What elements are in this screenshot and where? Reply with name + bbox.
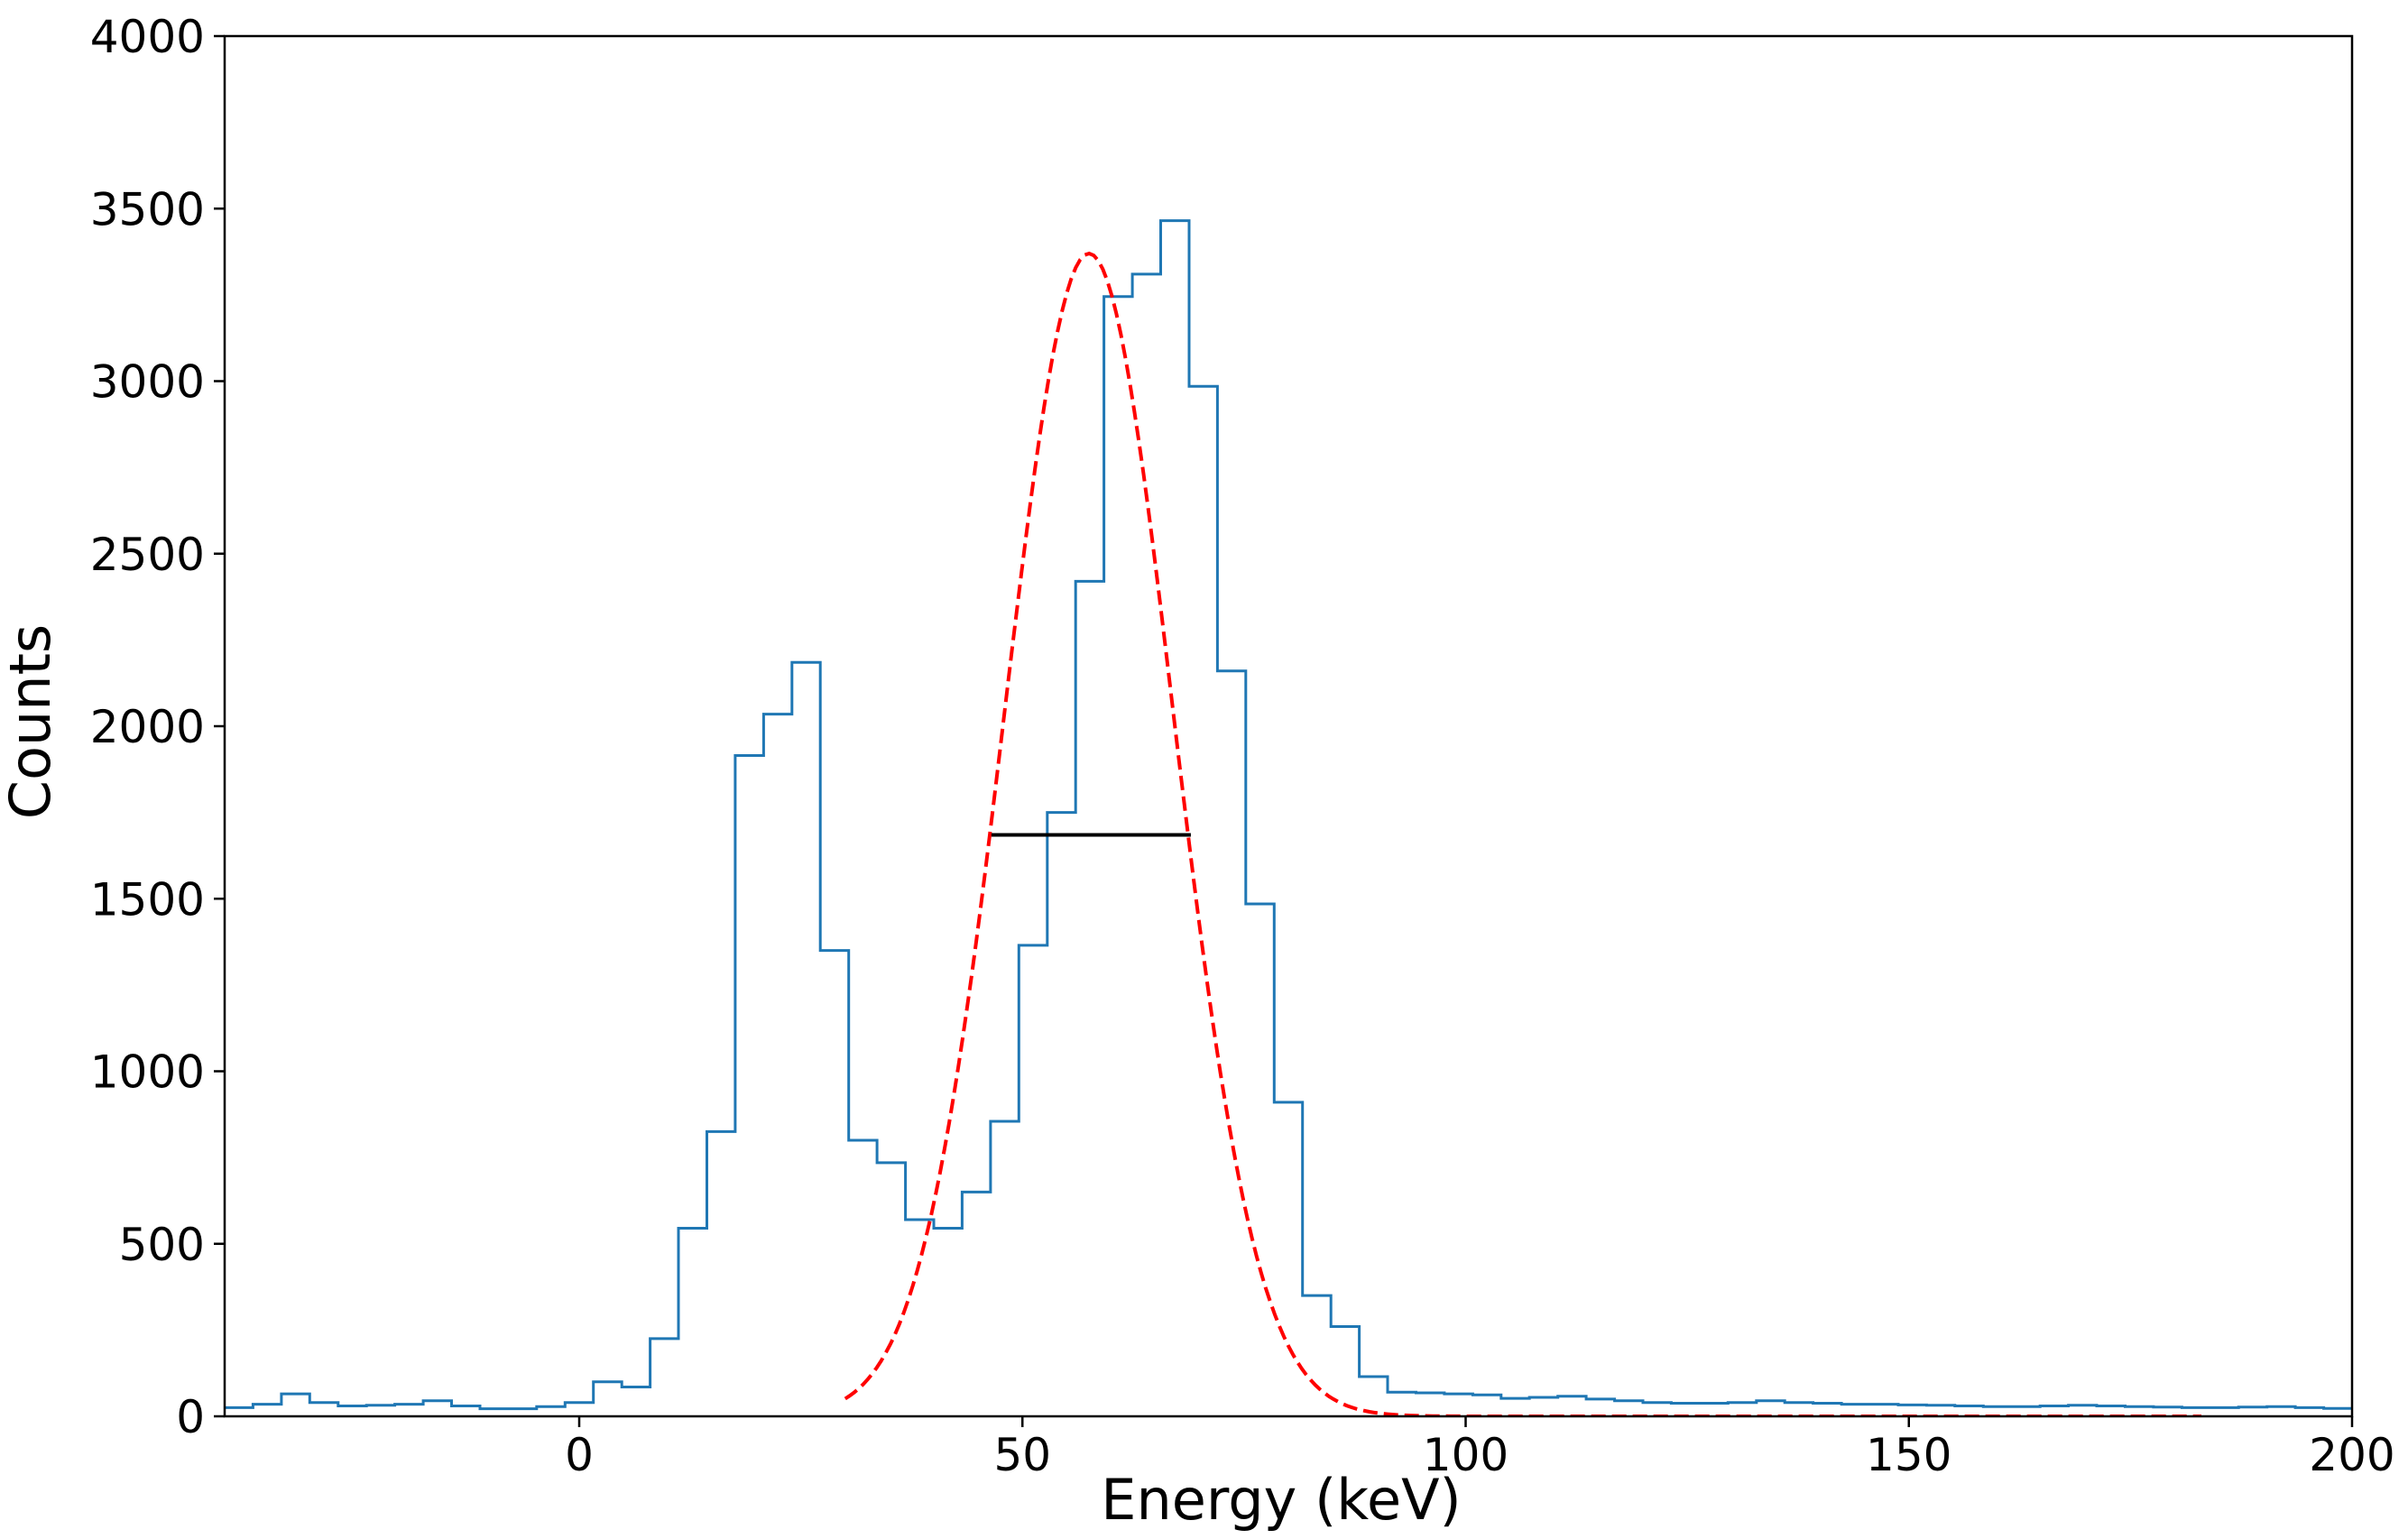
y-tick-label: 3000 — [90, 356, 205, 409]
y-axis-ticks: 0 500 1000 1500 2000 2500 3000 3500 4000 — [90, 11, 225, 1443]
y-tick-label: 4000 — [90, 11, 205, 63]
plot-frame — [223, 34, 2354, 1418]
plot-area — [223, 34, 2354, 1418]
y-tick-label: 0 — [176, 1391, 205, 1443]
x-tick-label: 200 — [2309, 1429, 2394, 1481]
y-tick-label: 1500 — [90, 873, 205, 926]
x-tick-label: 150 — [1866, 1429, 1951, 1481]
x-tick-label: 100 — [1423, 1429, 1508, 1481]
x-tick-label: 0 — [565, 1429, 594, 1481]
x-tick-label: 50 — [993, 1429, 1051, 1481]
y-tick-label: 2000 — [90, 701, 205, 753]
x-axis-label: Energy (keV) — [1101, 1467, 1461, 1533]
y-tick-label: 1000 — [90, 1046, 205, 1099]
y-axis-label: Counts — [0, 624, 63, 819]
gaussian-fit-series — [844, 251, 2201, 1416]
histogram-series — [225, 219, 2352, 1411]
y-tick-label: 3500 — [90, 183, 205, 235]
x-axis-ticks: 0 50 100 150 200 — [565, 1416, 2395, 1481]
y-tick-label: 500 — [119, 1219, 205, 1271]
y-tick-label: 2500 — [90, 529, 205, 581]
